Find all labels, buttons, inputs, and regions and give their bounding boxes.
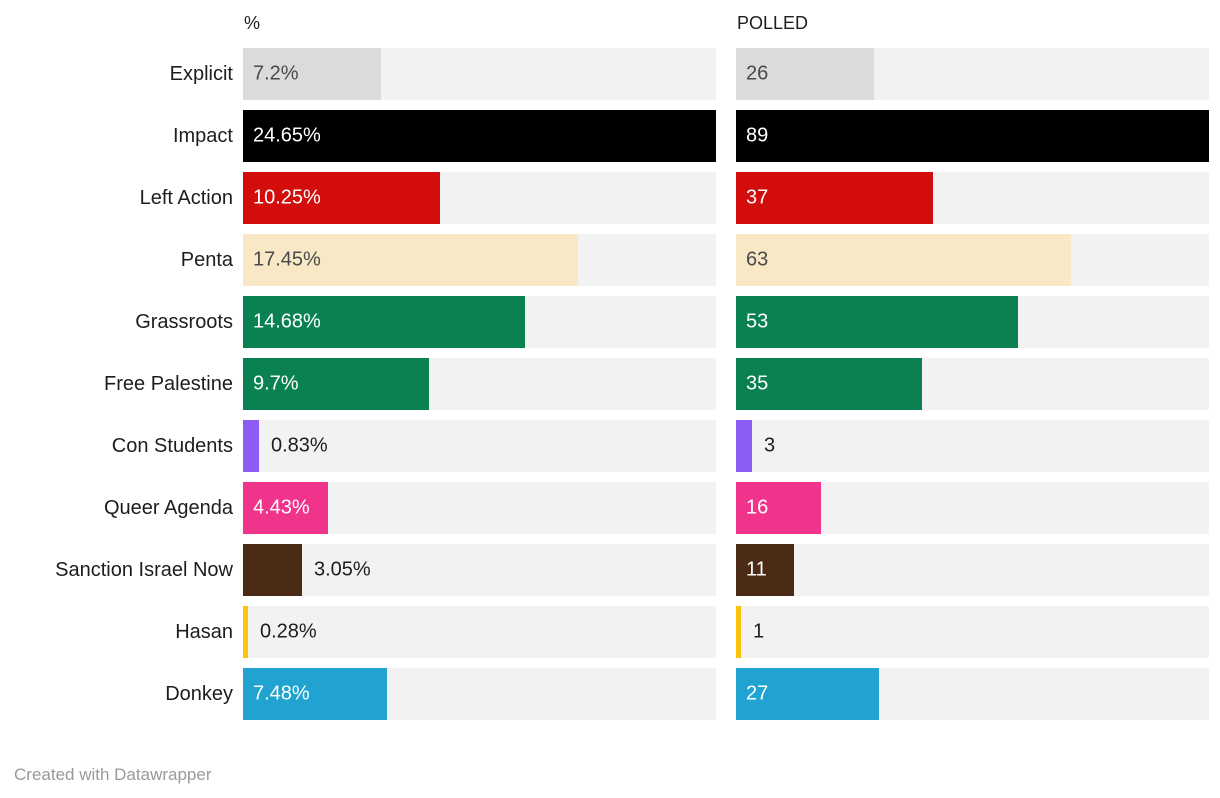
row-label: Impact <box>172 124 233 147</box>
polled-value-label: 35 <box>746 372 769 395</box>
polled-bar-track: 3 <box>736 420 1209 472</box>
percent-bar <box>243 606 249 658</box>
polled-bar <box>736 110 1209 162</box>
percent-value-label: 7.48% <box>253 682 310 705</box>
polled-value-label: 37 <box>746 186 769 209</box>
polled-bar <box>736 234 1071 286</box>
percent-bar-track: 14.68% <box>243 296 716 348</box>
table-row: Donkey 7.48% 27 <box>0 668 1220 720</box>
polled-bar <box>736 606 742 658</box>
polled-bar-track: 63 <box>736 234 1209 286</box>
polled-bar <box>736 668 880 720</box>
percent-value-label: 14.68% <box>253 310 321 333</box>
percent-bar <box>243 110 716 162</box>
polled-bar-track: 26 <box>736 48 1209 100</box>
row-label: Explicit <box>169 62 233 85</box>
polled-value-label: 3 <box>764 434 776 457</box>
column-header-percent: % <box>244 13 261 33</box>
polled-bar-track: 35 <box>736 358 1209 410</box>
polled-bar-track: 11 <box>736 544 1209 596</box>
percent-bar <box>243 296 525 348</box>
row-label: Queer Agenda <box>104 496 233 519</box>
percent-value-label: 10.25% <box>253 186 321 209</box>
table-row: Queer Agenda 4.43% 16 <box>0 482 1220 534</box>
polled-bar <box>736 544 795 596</box>
percent-value-label: 9.7% <box>253 372 299 395</box>
row-label: Free Palestine <box>104 372 233 395</box>
percent-value-label: 0.28% <box>260 620 317 643</box>
percent-value-label: 4.43% <box>253 496 310 519</box>
polled-value-label: 27 <box>746 682 769 705</box>
polled-bar <box>736 48 875 100</box>
row-label: Con Students <box>111 434 233 457</box>
row-label: Hasan <box>175 620 233 643</box>
column-header-polled: POLLED <box>737 13 809 33</box>
row-label: Grassroots <box>135 310 233 333</box>
polled-bar <box>736 296 1018 348</box>
polled-bar-track: 53 <box>736 296 1209 348</box>
polled-bar <box>736 172 933 224</box>
polled-value-label: 1 <box>753 620 765 643</box>
percent-bar <box>243 482 328 534</box>
datawrapper-credit: Created with Datawrapper <box>14 765 212 784</box>
percent-value-label: 7.2% <box>253 62 299 85</box>
polled-bar-track: 89 <box>736 110 1209 162</box>
percent-value-label: 0.83% <box>271 434 328 457</box>
percent-bar <box>243 544 302 596</box>
table-row: Explicit 7.2% 26 <box>0 48 1220 100</box>
table-row: Free Palestine 9.7% 35 <box>0 358 1220 410</box>
percent-bar <box>243 420 259 472</box>
table-row: Penta 17.45% 63 <box>0 234 1220 286</box>
table-row: Sanction Israel Now 3.05% 11 <box>0 544 1220 596</box>
percent-value-label: 24.65% <box>253 124 321 147</box>
percent-bar <box>243 234 578 286</box>
percent-bar-track: 17.45% <box>243 234 716 286</box>
row-label: Left Action <box>139 186 233 209</box>
row-label: Donkey <box>165 682 233 705</box>
percent-bar-track: 7.48% <box>243 668 716 720</box>
percent-bar <box>243 358 430 410</box>
percent-bar <box>243 668 387 720</box>
polled-bar-track: 16 <box>736 482 1209 534</box>
polled-bar-track: 37 <box>736 172 1209 224</box>
table-row: Impact 24.65% 89 <box>0 110 1220 162</box>
polled-value-label: 89 <box>746 124 769 147</box>
percent-bar-track: 4.43% <box>243 482 716 534</box>
polled-bar-track: 27 <box>736 668 1209 720</box>
polled-value-label: 63 <box>746 248 769 271</box>
percent-bar-track: 9.7% <box>243 358 716 410</box>
percent-bar-track: 10.25% <box>243 172 716 224</box>
table-row: Left Action 10.25% 37 <box>0 172 1220 224</box>
percent-bar-track: 3.05% <box>243 544 716 596</box>
table-row: Grassroots 14.68% 53 <box>0 296 1220 348</box>
row-label: Penta <box>180 248 233 271</box>
percent-bar-track: 24.65% <box>243 110 716 162</box>
table-row: Con Students 0.83% 3 <box>0 420 1220 472</box>
table-row: Hasan 0.28% 1 <box>0 606 1220 658</box>
polled-bar <box>736 420 752 472</box>
polled-value-label: 11 <box>746 558 767 581</box>
polled-bar <box>736 358 922 410</box>
polled-value-label: 16 <box>746 496 769 519</box>
percent-bar-track: 0.28% <box>243 606 716 658</box>
column-headers: % POLLED <box>0 13 1220 34</box>
percent-value-label: 17.45% <box>253 248 321 271</box>
percent-bar-track: 7.2% <box>243 48 716 100</box>
percent-value-label: 3.05% <box>314 558 371 581</box>
header-spacer <box>0 13 243 34</box>
polled-bar <box>736 482 822 534</box>
polled-value-label: 26 <box>746 62 769 85</box>
percent-bar-track: 0.83% <box>243 420 716 472</box>
polled-value-label: 53 <box>746 310 769 333</box>
row-label: Sanction Israel Now <box>55 558 233 581</box>
polled-bar-track: 1 <box>736 606 1209 658</box>
percent-bar <box>243 48 382 100</box>
chart-rows: Explicit 7.2% 26 Impact 24.65% 89 Left Action 1… <box>0 48 1220 720</box>
percent-bar <box>243 172 440 224</box>
